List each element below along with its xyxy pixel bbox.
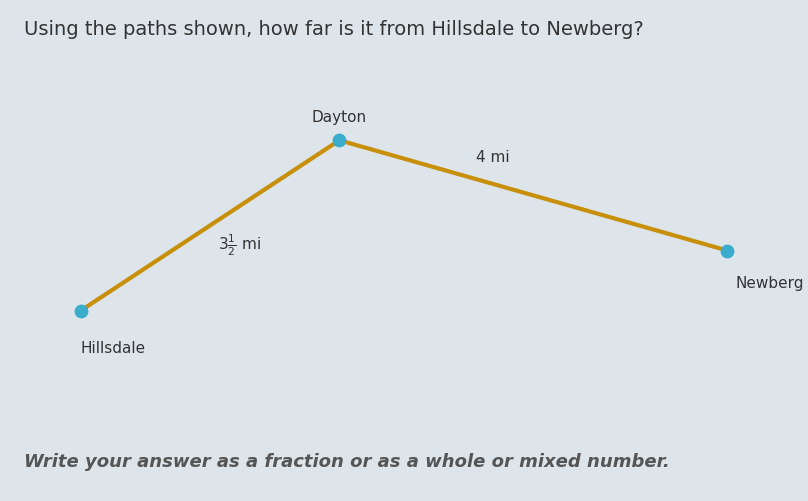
Text: Write your answer as a fraction or as a whole or mixed number.: Write your answer as a fraction or as a …: [24, 453, 670, 471]
Text: 4 mi: 4 mi: [476, 150, 510, 165]
Text: $3\frac{1}{2}$ mi: $3\frac{1}{2}$ mi: [218, 232, 261, 259]
Text: Newberg: Newberg: [735, 276, 804, 291]
Text: Using the paths shown, how far is it from Hillsdale to Newberg?: Using the paths shown, how far is it fro…: [24, 20, 644, 39]
Point: [333, 136, 346, 144]
Point: [74, 307, 87, 315]
Point: [721, 246, 734, 255]
Text: Dayton: Dayton: [312, 110, 367, 125]
Text: Hillsdale: Hillsdale: [81, 341, 146, 356]
